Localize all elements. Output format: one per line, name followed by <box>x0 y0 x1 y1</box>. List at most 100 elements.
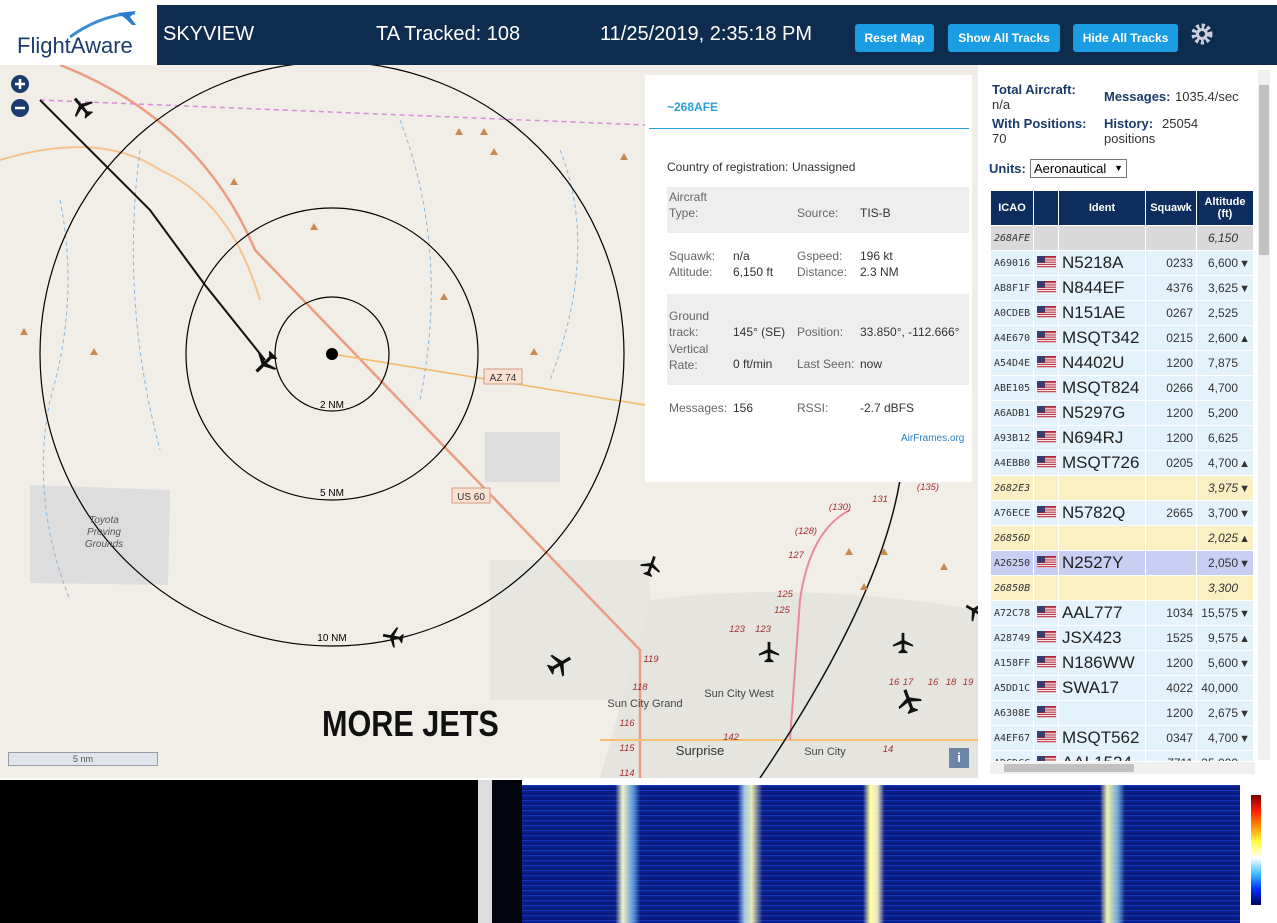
altitude: 15,575 <box>1201 606 1238 620</box>
column-header[interactable]: ICAO <box>990 190 1034 226</box>
column-header[interactable]: Ident <box>1058 190 1146 226</box>
trend: ▼ <box>1239 708 1250 720</box>
table-row[interactable]: A69016 N5218A 0233 6,600▼ <box>990 250 1254 276</box>
us-flag <box>1037 305 1056 318</box>
spectrum-panel <box>0 780 1277 923</box>
us-flag <box>1037 705 1056 718</box>
table-row[interactable]: A72C78 AAL777 1034 15,575▼ <box>990 600 1254 626</box>
table-row[interactable]: ABE105 MSQT824 0266 4,700 <box>990 375 1254 401</box>
table-row[interactable]: A28749 JSX423 1525 9,575▲ <box>990 625 1254 651</box>
table-row[interactable]: A54D4E N4402U 1200 7,875 <box>990 350 1254 376</box>
altitude: 4,700 <box>1207 456 1238 470</box>
ident-cell: N844EF <box>1058 275 1146 301</box>
label: Squawk: <box>669 249 716 263</box>
us-flag <box>1037 355 1056 368</box>
squawk-cell: 0347 <box>1145 725 1197 751</box>
ident-cell: AAL777 <box>1058 600 1146 626</box>
column-header[interactable]: Squawk <box>1145 190 1197 226</box>
trend: ▼ <box>1239 733 1250 745</box>
label: Position: <box>797 325 844 339</box>
table-row[interactable]: 2682E3 3,975▼ <box>990 475 1254 501</box>
table-row[interactable]: A6ADB1 N5297G 1200 5,200 <box>990 400 1254 426</box>
aircraft-selected[interactable] <box>248 346 282 380</box>
flag-cell <box>1033 600 1059 626</box>
route-number: 116 <box>619 718 635 729</box>
units-select[interactable]: Aeronautical ▼ <box>1030 159 1127 178</box>
table-row[interactable]: ADCDCC AAL15247711 35,000 <box>990 750 1254 761</box>
aircraft[interactable] <box>381 625 405 649</box>
table-row[interactable]: A6308E 1200 2,675▼ <box>990 700 1254 726</box>
show-tracks-button[interactable]: Show All Tracks <box>948 24 1060 52</box>
label: Source: <box>797 206 839 220</box>
squawk-cell: 0267 <box>1145 300 1197 326</box>
us-flag <box>1037 605 1056 618</box>
table-row[interactable]: A4E670 MSQT342 0215 2,600▲ <box>990 325 1254 351</box>
value: 0 ft/min <box>733 357 773 371</box>
altitude: 2,600 <box>1207 331 1238 345</box>
icao-cell: A4E670 <box>990 325 1034 351</box>
altitude-cell: 35,000 <box>1196 750 1254 761</box>
table-row[interactable]: A4EF67 MSQT562 0347 4,700▼ <box>990 725 1254 751</box>
icao-cell: A6ADB1 <box>990 400 1034 426</box>
flag-cell <box>1033 475 1059 501</box>
table-container: ICAO Ident Squawk Altitude (ft) 268AFE 6,… <box>990 190 1255 761</box>
value: TIS-B <box>860 206 891 220</box>
link[interactable]: AirFrames.org <box>901 433 965 444</box>
altitude-cell: 5,200 <box>1196 400 1254 426</box>
table-row[interactable]: A76ECE N5782Q 2665 3,700▼ <box>990 500 1254 526</box>
settings-icon[interactable] <box>1190 22 1214 46</box>
table-row[interactable]: A4EBB0 MSQT726 0205 4,700▲ <box>990 450 1254 476</box>
scrollbar[interactable] <box>1258 70 1270 760</box>
zoom-out[interactable] <box>11 99 29 117</box>
label: Messages: <box>669 401 728 415</box>
table-row[interactable]: 268AFE 6,150 <box>990 225 1254 251</box>
icao-cell: 2682E3 <box>990 475 1034 501</box>
flag-cell <box>1033 275 1059 301</box>
aircraft[interactable] <box>66 91 98 123</box>
road <box>789 509 851 741</box>
table-row[interactable]: A0CDEB N151AE 0267 2,525 <box>990 300 1254 326</box>
flag-cell <box>1033 300 1059 326</box>
flag-cell <box>1033 725 1059 751</box>
logo[interactable]: FlightAware <box>0 5 157 65</box>
squawk-cell: 7711 <box>1145 750 1197 761</box>
us-flag <box>1037 505 1056 518</box>
table-row[interactable]: A93B12 N694RJ 1200 6,625 <box>990 425 1254 451</box>
altitude-cell: 6,600▼ <box>1196 250 1254 276</box>
flag-cell <box>1033 375 1059 401</box>
squawk-cell: 0215 <box>1145 325 1197 351</box>
receiver <box>326 348 338 360</box>
table-row[interactable]: 26850B 3,300 <box>990 575 1254 601</box>
altitude-cell: 6,625 <box>1196 425 1254 451</box>
altitude-cell: 2,025▲ <box>1196 525 1254 551</box>
table-row[interactable]: AB8F1F N844EF 4376 3,625▼ <box>990 275 1254 301</box>
label: Last Seen: <box>797 357 855 371</box>
ident-cell <box>1058 575 1146 601</box>
table-row[interactable]: 26856D 2,025▲ <box>990 525 1254 551</box>
reset-map-button[interactable]: Reset Map <box>855 24 934 52</box>
label: History: <box>1104 116 1154 131</box>
route-number: 119 <box>643 654 659 665</box>
place-label: Surprise <box>676 743 724 758</box>
table-row[interactable]: A158FF N186WW 1200 5,600▼ <box>990 650 1254 676</box>
icao-cell: A93B12 <box>990 425 1034 451</box>
hide-tracks-button[interactable]: Hide All Tracks <box>1073 24 1178 52</box>
trend: ▼ <box>1239 508 1250 520</box>
route-numbers: 131 (135) (130) (128) 127 125 125 123 12… <box>619 482 974 778</box>
altitude-cell: 40,000 <box>1196 675 1254 701</box>
scrollbar[interactable] <box>990 762 1255 774</box>
altitude: 5,200 <box>1207 406 1238 420</box>
column-header[interactable]: Altitude (ft) <box>1196 190 1254 226</box>
altitude-cell: 6,150 <box>1196 225 1254 251</box>
place-label: Sun City Grand <box>607 698 682 710</box>
flag-cell <box>1033 525 1059 551</box>
table-row[interactable]: A26250 N2527Y 2,050▼ <box>990 550 1254 576</box>
waterfall <box>522 785 1240 923</box>
area <box>490 560 650 700</box>
table-row[interactable]: A5DD1C SWA17 4022 40,000 <box>990 675 1254 701</box>
aircraft-table: ICAO Ident Squawk Altitude (ft) 268AFE 6,… <box>990 190 1254 761</box>
zoom-controls <box>11 75 29 117</box>
info-button[interactable]: i <box>949 748 969 768</box>
zoom-in[interactable] <box>11 75 29 93</box>
